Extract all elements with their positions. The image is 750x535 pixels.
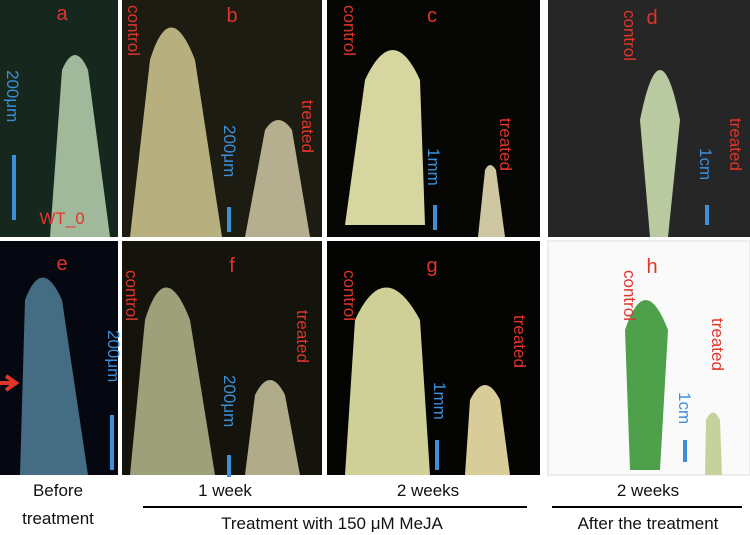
scale-label: 1cm	[675, 392, 694, 424]
control-label: control	[122, 270, 141, 321]
panel-letter: g	[426, 255, 437, 277]
control-label: control	[124, 5, 143, 56]
panel-letter: e	[56, 253, 67, 275]
specimen	[345, 50, 425, 225]
caption: treatment	[22, 509, 94, 528]
scale-label: 1mm	[424, 148, 443, 186]
arrow	[0, 374, 20, 392]
panel-letter: b	[226, 5, 237, 27]
specimen	[20, 277, 88, 475]
control-label: control	[340, 270, 359, 321]
panel-letter: a	[56, 3, 68, 25]
scale-label: 1mm	[430, 382, 449, 420]
specimen	[345, 287, 430, 475]
treated-label: treated	[293, 310, 312, 363]
control-label: control	[340, 5, 359, 56]
scale-label: 1cm	[696, 148, 715, 180]
caption: 1 week	[198, 481, 252, 500]
scale-label: 200μm	[220, 125, 239, 177]
panel-letter: c	[427, 5, 437, 27]
caption: 2 weeks	[617, 481, 679, 500]
specimen	[465, 385, 510, 475]
caption: Before	[33, 481, 83, 500]
specimen	[130, 27, 222, 237]
scale-label: 200μm	[104, 330, 123, 382]
scale-label: 200μm	[220, 375, 239, 427]
panel-letter: d	[646, 7, 657, 29]
specimen	[245, 380, 300, 475]
specimen	[640, 70, 680, 237]
treated-label: treated	[726, 118, 745, 171]
control-label: control	[620, 10, 639, 61]
scale-label: 200μm	[3, 70, 22, 122]
treated-label: treated	[708, 318, 727, 371]
treated-label: treated	[496, 118, 515, 171]
specimen	[478, 165, 505, 237]
specimen	[245, 120, 310, 237]
caption: Treatment with 150 μM MeJA	[221, 514, 443, 533]
caption: 2 weeks	[397, 481, 459, 500]
treated-label: treated	[298, 100, 317, 153]
caption: After the treatment	[578, 514, 719, 533]
specimen	[130, 287, 215, 475]
treated-label: treated	[510, 315, 529, 368]
control-label: control	[620, 270, 639, 321]
panel-letter: h	[646, 256, 657, 278]
specimen	[705, 412, 722, 475]
note: WT_0	[39, 209, 84, 228]
specimen	[50, 55, 110, 237]
panel-letter: f	[229, 255, 235, 277]
specimen	[625, 300, 668, 470]
